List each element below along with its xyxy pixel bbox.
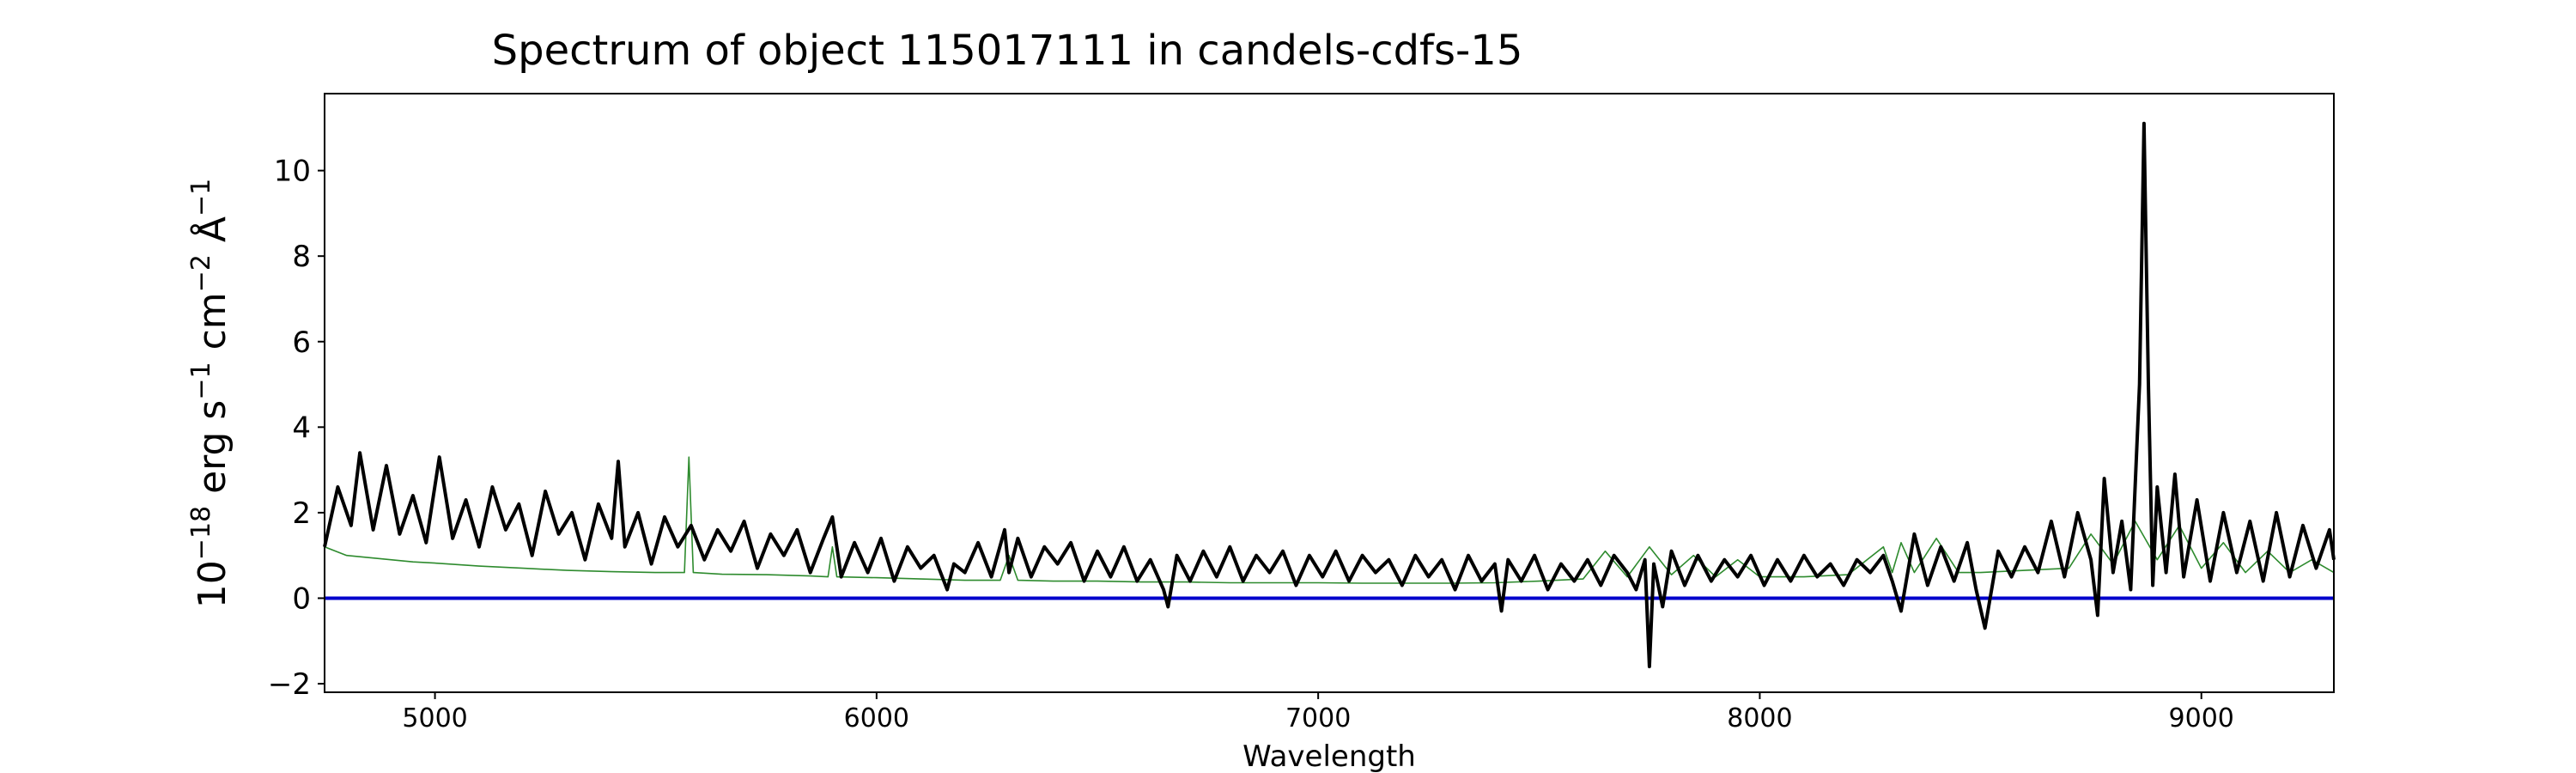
y-tick-label: 6: [292, 326, 311, 360]
y-tick-label: 8: [292, 240, 311, 274]
y-axis-label: 10−18 erg s−1 cm−2 Å−1: [186, 179, 234, 608]
flux-series-line: [323, 121, 2336, 669]
x-axis-label: Wavelength: [1242, 740, 1416, 773]
plot-frame: [324, 93, 2335, 693]
y-tick-label: 2: [292, 496, 311, 531]
x-tick-label: 9000: [2169, 703, 2234, 733]
y-tick-label: −2: [268, 667, 311, 702]
y-axis-ticks: −2 0 2 4 6 8 10: [268, 155, 325, 702]
x-tick-label: 7000: [1285, 703, 1351, 733]
x-axis-ticks: 5000 6000 7000 8000 9000: [402, 692, 2234, 733]
y-tick-label: 0: [292, 581, 311, 616]
y-tick-label: 10: [274, 155, 311, 189]
x-tick-label: 6000: [844, 703, 909, 733]
y-tick-label: 4: [292, 411, 311, 445]
x-tick-label: 5000: [402, 703, 467, 733]
chart-title: Spectrum of object 115017111 in candels-…: [492, 27, 1523, 75]
x-tick-label: 8000: [1727, 703, 1792, 733]
noise-series-line: [324, 456, 2335, 584]
plot-area: [323, 93, 2336, 693]
series-layer: [323, 121, 2336, 669]
